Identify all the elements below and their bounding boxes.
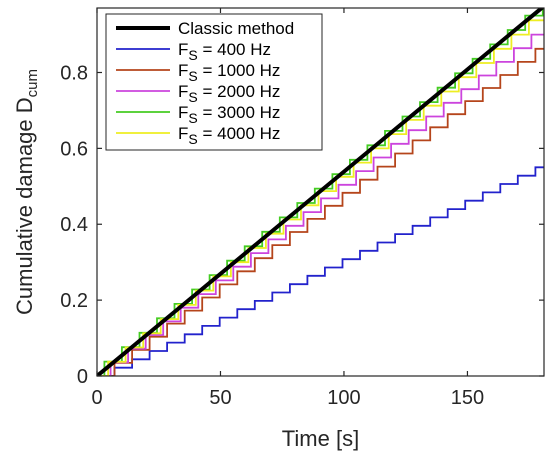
legend-entry: FS = 2000 Hz bbox=[116, 82, 280, 105]
legend-entry: FS = 4000 Hz bbox=[116, 124, 280, 147]
y-tick-label: 0.6 bbox=[60, 138, 88, 160]
y-axis-label-main: Cumulative damage D bbox=[12, 97, 37, 315]
legend-box bbox=[105, 13, 323, 151]
x-tick-label: 0 bbox=[91, 387, 102, 409]
classic-layer bbox=[97, 8, 544, 376]
tick-layer: 0 50 100 150 0 0.2 0.4 0.6 0.8 bbox=[60, 8, 544, 409]
legend-entry: FS = 400 Hz bbox=[116, 40, 271, 63]
legend-entry: FS = 3000 Hz bbox=[116, 103, 280, 126]
y-tick-label: 0 bbox=[77, 366, 88, 388]
x-tick-label: 150 bbox=[451, 387, 484, 409]
x-tick-label: 100 bbox=[327, 387, 360, 409]
x-tick-label: 50 bbox=[209, 387, 231, 409]
y-tick-label: 0.4 bbox=[60, 214, 88, 236]
y-axis-label-sub: cum bbox=[24, 69, 41, 97]
legend-label: Classic method bbox=[178, 19, 294, 38]
series-line-5 bbox=[97, 19, 544, 376]
y-tick-label: 0.2 bbox=[60, 290, 88, 312]
x-axis-label: Time [s] bbox=[282, 426, 359, 451]
axes-box bbox=[96, 7, 545, 377]
series-line-1 bbox=[97, 166, 544, 376]
y-axis-label: Cumulative damage Dcum bbox=[12, 69, 41, 315]
legend-label: FS = 2000 Hz bbox=[178, 82, 280, 105]
y-tick-label: 0.8 bbox=[60, 62, 88, 84]
classic-method-line bbox=[97, 8, 544, 376]
legend-entry: FS = 1000 Hz bbox=[116, 61, 280, 84]
series-layer bbox=[97, 8, 544, 376]
legend-label: FS = 400 Hz bbox=[178, 40, 271, 63]
legend-label: FS = 1000 Hz bbox=[178, 61, 280, 84]
legend-entry: Classic method bbox=[116, 19, 294, 38]
legend-label: FS = 4000 Hz bbox=[178, 124, 280, 147]
series-line-2 bbox=[97, 47, 544, 376]
legend-label: FS = 3000 Hz bbox=[178, 103, 280, 126]
series-line-3 bbox=[97, 33, 544, 376]
